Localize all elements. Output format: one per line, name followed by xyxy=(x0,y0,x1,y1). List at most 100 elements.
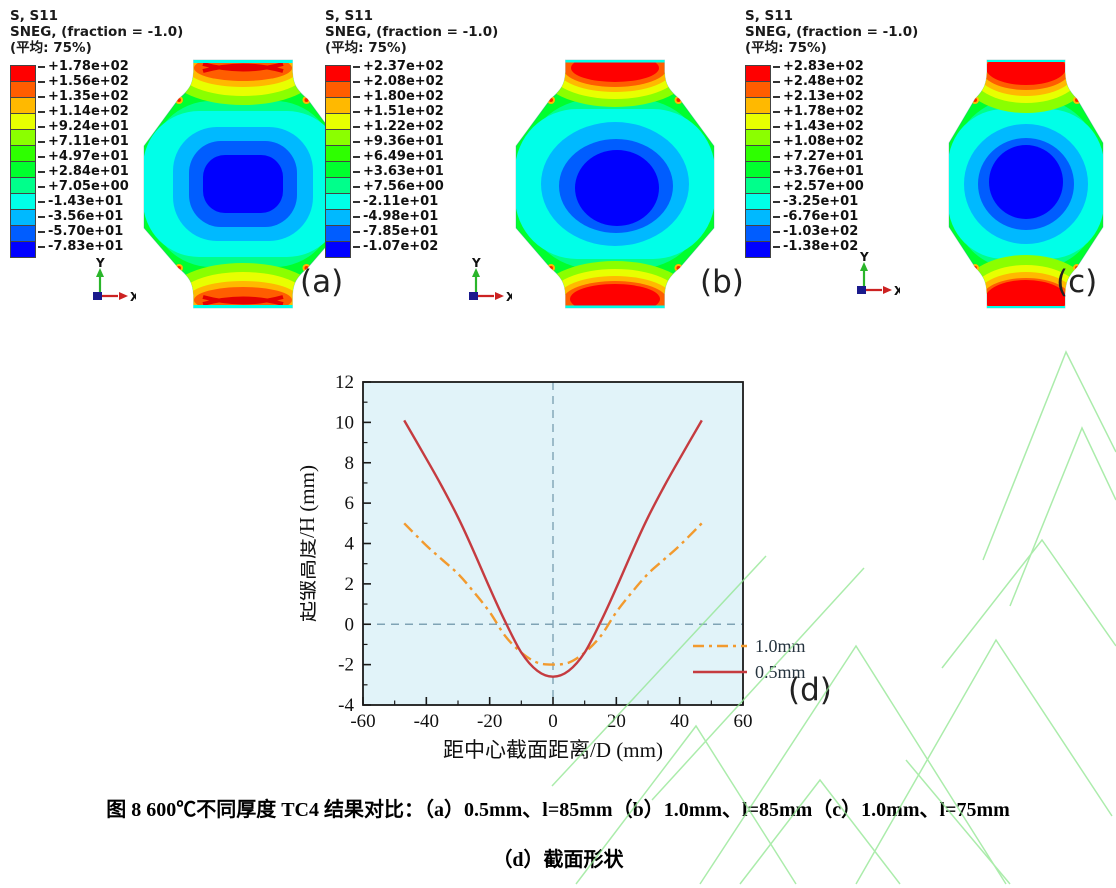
y-tick-label: 4 xyxy=(345,534,355,555)
panel-label-a: (a) xyxy=(300,264,344,300)
legend-value: +1.80e+02 xyxy=(351,89,444,104)
legend-color-box xyxy=(10,177,36,194)
x-tick-label: 60 xyxy=(734,711,753,732)
legend-field-title: S, S11 xyxy=(10,8,59,24)
legend-color-box xyxy=(325,129,351,146)
contour-plot-a xyxy=(143,59,343,309)
legend-value: -1.07e+02 xyxy=(351,239,444,254)
legend-value: -3.56e+01 xyxy=(36,209,129,224)
legend-value: +3.76e+01 xyxy=(771,164,864,179)
legend-color-box xyxy=(10,97,36,114)
legend-value: -7.83e+01 xyxy=(36,239,129,254)
legend-color-box xyxy=(10,241,36,258)
x-tick-label: 0 xyxy=(548,711,558,732)
legend-color-box xyxy=(325,177,351,194)
legend-colorbar-a: +1.78e+02 +1.56e+02 +1.35e+02 +1.14e+02 +9.2… xyxy=(10,59,200,258)
legend-value: +7.56e+00 xyxy=(351,179,444,194)
axis-triad-c: Y X xyxy=(857,250,900,298)
y-axis-title: 起皱高度/H (mm) xyxy=(300,465,319,622)
legend-color-box xyxy=(745,129,771,146)
axis-triad-a: Y X xyxy=(93,256,136,304)
z-origin-marker xyxy=(857,286,866,294)
abaqus-legend-c: S, S11 SNEG, (fraction = -1.0) (平均: 75%)… xyxy=(745,8,935,258)
legend-value: +1.78e+02 xyxy=(36,59,129,74)
triad-x-label: X xyxy=(130,290,136,304)
legend-color-box xyxy=(10,81,36,98)
triad-y-label: Y xyxy=(859,250,869,264)
legend-field-title: S, S11 xyxy=(745,8,794,24)
legend-color-box xyxy=(325,81,351,98)
legend-color-box xyxy=(325,225,351,242)
x-tick-label: 40 xyxy=(670,711,689,732)
abaqus-legend-a: S, S11 SNEG, (fraction = -1.0) (平均: 75%)… xyxy=(10,8,200,258)
triad-x-label: X xyxy=(894,284,900,298)
figure-caption-line2: （d）截面形状 xyxy=(492,849,624,871)
legend-color-box xyxy=(745,209,771,226)
legend-value: +7.11e+01 xyxy=(36,134,129,149)
legend-color-box xyxy=(325,113,351,130)
y-tick-label: 6 xyxy=(345,493,355,514)
legend-value: +2.57e+00 xyxy=(771,179,864,194)
contour-plot-c xyxy=(948,59,1104,309)
legend-value: +7.27e+01 xyxy=(771,149,864,164)
section-shape-chart: -60 -40 -20 0 20 40 60 -4 -2 0 2 4 6 8 10 12 距中心截面距离/D (… xyxy=(295,360,845,780)
y-tick-label: 10 xyxy=(335,412,354,433)
legend-value: +1.14e+02 xyxy=(36,104,129,119)
y-arrowhead xyxy=(860,262,868,271)
z-origin-marker xyxy=(469,292,478,300)
z-origin-marker xyxy=(93,292,102,300)
legend-value: +3.63e+01 xyxy=(351,164,444,179)
legend-color-box xyxy=(325,241,351,258)
legend-value: -1.43e+01 xyxy=(36,194,129,209)
legend-value: -6.76e+01 xyxy=(771,209,864,224)
legend-color-box xyxy=(745,241,771,258)
legend-value: +2.08e+02 xyxy=(351,74,444,89)
x-arrowhead xyxy=(119,292,128,300)
x-tick-label: 20 xyxy=(607,711,626,732)
legend-value: +1.51e+02 xyxy=(351,104,444,119)
legend-color-box xyxy=(745,113,771,130)
legend-header-c: S, S11 SNEG, (fraction = -1.0) (平均: 75%) xyxy=(745,8,935,56)
panel-label-d: (d) xyxy=(788,672,832,708)
legend-color-box xyxy=(745,65,771,82)
x-arrowhead xyxy=(495,292,504,300)
abaqus-legend-b: S, S11 SNEG, (fraction = -1.0) (平均: 75%)… xyxy=(325,8,515,258)
y-tick-label: 12 xyxy=(335,372,354,393)
legend-field-title: S, S11 xyxy=(325,8,374,24)
legend-value: +2.48e+02 xyxy=(771,74,864,89)
legend-value: +1.78e+02 xyxy=(771,104,864,119)
legend-color-box xyxy=(325,65,351,82)
triad-y-label: Y xyxy=(471,256,481,270)
x-axis-title: 距中心截面距离/D (mm) xyxy=(443,738,663,762)
legend-color-box xyxy=(10,113,36,130)
legend-value: -5.70e+01 xyxy=(36,224,129,239)
legend-color-box xyxy=(10,65,36,82)
legend-value: -2.11e+01 xyxy=(351,194,444,209)
panel-label-c: (c) xyxy=(1056,264,1098,300)
legend-value: +1.22e+02 xyxy=(351,119,444,134)
legend-entry-label: 1.0mm xyxy=(755,636,806,656)
y-tick-label: -2 xyxy=(338,655,354,676)
legend-color-box xyxy=(325,209,351,226)
legend-value: +4.97e+01 xyxy=(36,149,129,164)
triad-x-label: X xyxy=(506,290,512,304)
legend-colorbar-b: +2.37e+02 +2.08e+02 +1.80e+02 +1.51e+02 +1.2… xyxy=(325,59,515,258)
legend-color-box xyxy=(745,97,771,114)
legend-color-box xyxy=(10,193,36,210)
legend-header-a: S, S11 SNEG, (fraction = -1.0) (平均: 75%) xyxy=(10,8,200,56)
legend-color-box xyxy=(325,193,351,210)
y-arrowhead xyxy=(96,268,104,277)
legend-color-box xyxy=(10,145,36,162)
legend-color-box xyxy=(325,145,351,162)
legend-value: -1.03e+02 xyxy=(771,224,864,239)
panel-label-b: (b) xyxy=(700,264,744,300)
legend-subtitle: SNEG, (fraction = -1.0) xyxy=(10,24,184,40)
legend-value: -1.38e+02 xyxy=(771,239,864,254)
legend-value: +1.43e+02 xyxy=(771,119,864,134)
x-arrowhead xyxy=(883,286,892,294)
legend-colorbar-c: +2.83e+02 +2.48e+02 +2.13e+02 +1.78e+02 +1.4… xyxy=(745,59,935,258)
legend-color-box xyxy=(745,161,771,178)
legend-color-box xyxy=(745,177,771,194)
legend-color-box xyxy=(325,161,351,178)
